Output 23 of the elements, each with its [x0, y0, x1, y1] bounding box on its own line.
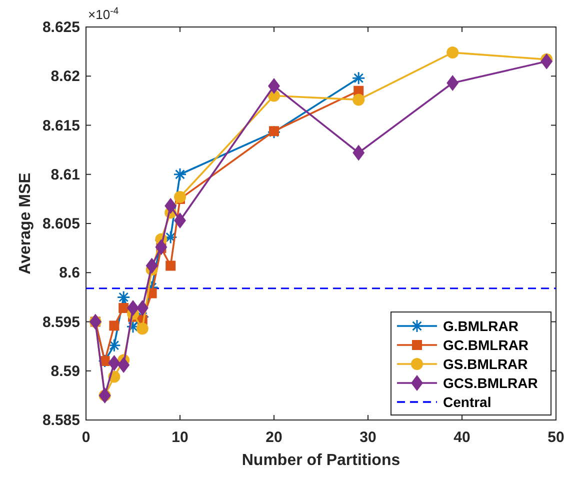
legend-label: GC.BMLRAR	[443, 337, 529, 353]
text: ×10$^{-4}$	[88, 6, 120, 22]
legend-label: GS.BMLRAR	[443, 356, 528, 372]
y-tick-label: 8.595	[42, 314, 80, 331]
x-axis-title: Number of Partitions	[242, 452, 400, 469]
legend-label: Central	[443, 394, 492, 410]
y-tick-label: 8.625	[42, 19, 80, 36]
y-axis-title: Average MSE	[17, 172, 34, 274]
y-tick-label: 8.59	[50, 362, 80, 380]
y-tick-label: 8.61	[50, 166, 80, 184]
legend-label: GCS.BMLRAR	[443, 375, 538, 391]
y-tick-label: 8.62	[50, 68, 80, 86]
y-tick-label: 8.6	[59, 264, 80, 282]
y-tick-label: 8.585	[42, 412, 80, 429]
y-tick-label: 8.605	[42, 216, 80, 232]
x-tick-label: 50	[548, 429, 564, 446]
x-tick-label: 0	[82, 429, 90, 446]
legend-label: G.BMLRAR	[443, 318, 518, 334]
y-tick-label: 8.615	[42, 117, 80, 134]
x-tick-label: 30	[360, 429, 376, 446]
x-tick-label: 20	[266, 429, 282, 446]
x-tick-label: 40	[454, 429, 470, 446]
x-tick-label: 10	[172, 429, 188, 446]
